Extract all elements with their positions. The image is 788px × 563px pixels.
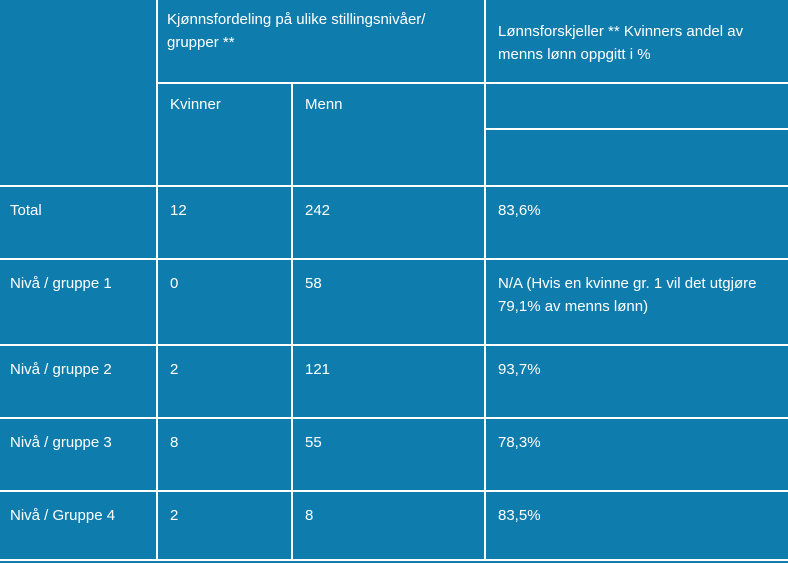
row-label-group4: Nivå / Gruppe 4	[0, 492, 156, 559]
cell-group1-women: 0	[158, 260, 291, 344]
row-group2-label-text: Nivå / gruppe 2	[10, 361, 112, 378]
cell-group4-paygap: 83,5%	[486, 492, 788, 559]
cell-total-paygap: 83,6%	[486, 187, 788, 258]
cell-group3-men: 55	[293, 419, 484, 490]
cell-group1-paygap-value: N/A (Hvis en kvinne gr. 1 vil det utgjør…	[498, 275, 757, 315]
cell-total-men-value: 242	[305, 202, 331, 219]
row-label-group2: Nivå / gruppe 2	[0, 346, 156, 417]
cell-group4-paygap-value: 83,5%	[498, 507, 541, 524]
row-label-group3: Nivå / gruppe 3	[0, 419, 156, 490]
column-header-men-label: Menn	[305, 96, 343, 113]
cell-group1-women-value: 0	[170, 275, 179, 292]
cell-group1-paygap: N/A (Hvis en kvinne gr. 1 vil det utgjør…	[486, 260, 788, 344]
column-header-women: Kvinner	[158, 84, 291, 185]
cell-total-men: 242	[293, 187, 484, 258]
cell-group3-paygap-value: 78,3%	[498, 434, 541, 451]
cell-group3-men-value: 55	[305, 434, 322, 451]
pay-gap-empty-subcell-1	[486, 84, 788, 128]
column-header-men: Menn	[293, 84, 484, 185]
cell-group3-women-value: 8	[170, 434, 179, 451]
header-gender-distribution-label: Kjønnsfordeling på ulike stillingsnivåer…	[167, 11, 426, 51]
cell-group2-men-value: 121	[305, 361, 331, 378]
cell-group1-men: 58	[293, 260, 484, 344]
column-header-women-label: Kvinner	[170, 96, 221, 113]
cell-group2-women-value: 2	[170, 361, 179, 378]
cell-group2-men: 121	[293, 346, 484, 417]
header-pay-gap: Lønnsforskjeller ** Kvinners andel av me…	[486, 0, 788, 82]
cell-group3-women: 8	[158, 419, 291, 490]
cell-group2-paygap-value: 93,7%	[498, 361, 541, 378]
cell-total-women-value: 12	[170, 202, 187, 219]
cell-group4-men-value: 8	[305, 507, 314, 524]
row-group4-label-text: Nivå / Gruppe 4	[10, 507, 116, 524]
cell-group4-men: 8	[293, 492, 484, 559]
cell-total-women: 12	[158, 187, 291, 258]
header-corner-empty-cell	[0, 0, 156, 185]
header-gender-distribution: Kjønnsfordeling på ulike stillingsnivåer…	[158, 0, 484, 82]
cell-group3-paygap: 78,3%	[486, 419, 788, 490]
row-group1-label-text: Nivå / gruppe 1	[10, 275, 112, 292]
cell-group2-paygap: 93,7%	[486, 346, 788, 417]
cell-group4-women: 2	[158, 492, 291, 559]
row-total-label-text: Total	[10, 202, 42, 219]
row-label-total: Total	[0, 187, 156, 258]
row-label-group1: Nivå / gruppe 1	[0, 260, 156, 344]
cell-group2-women: 2	[158, 346, 291, 417]
pay-gap-empty-subcell-2	[486, 130, 788, 185]
row-group3-label-text: Nivå / gruppe 3	[10, 434, 112, 451]
cell-group1-men-value: 58	[305, 275, 322, 292]
header-pay-gap-label: Lønnsforskjeller ** Kvinners andel av me…	[498, 23, 744, 63]
table-bottom-strip	[0, 561, 788, 563]
cell-total-paygap-value: 83,6%	[498, 202, 541, 219]
cell-group4-women-value: 2	[170, 507, 179, 524]
